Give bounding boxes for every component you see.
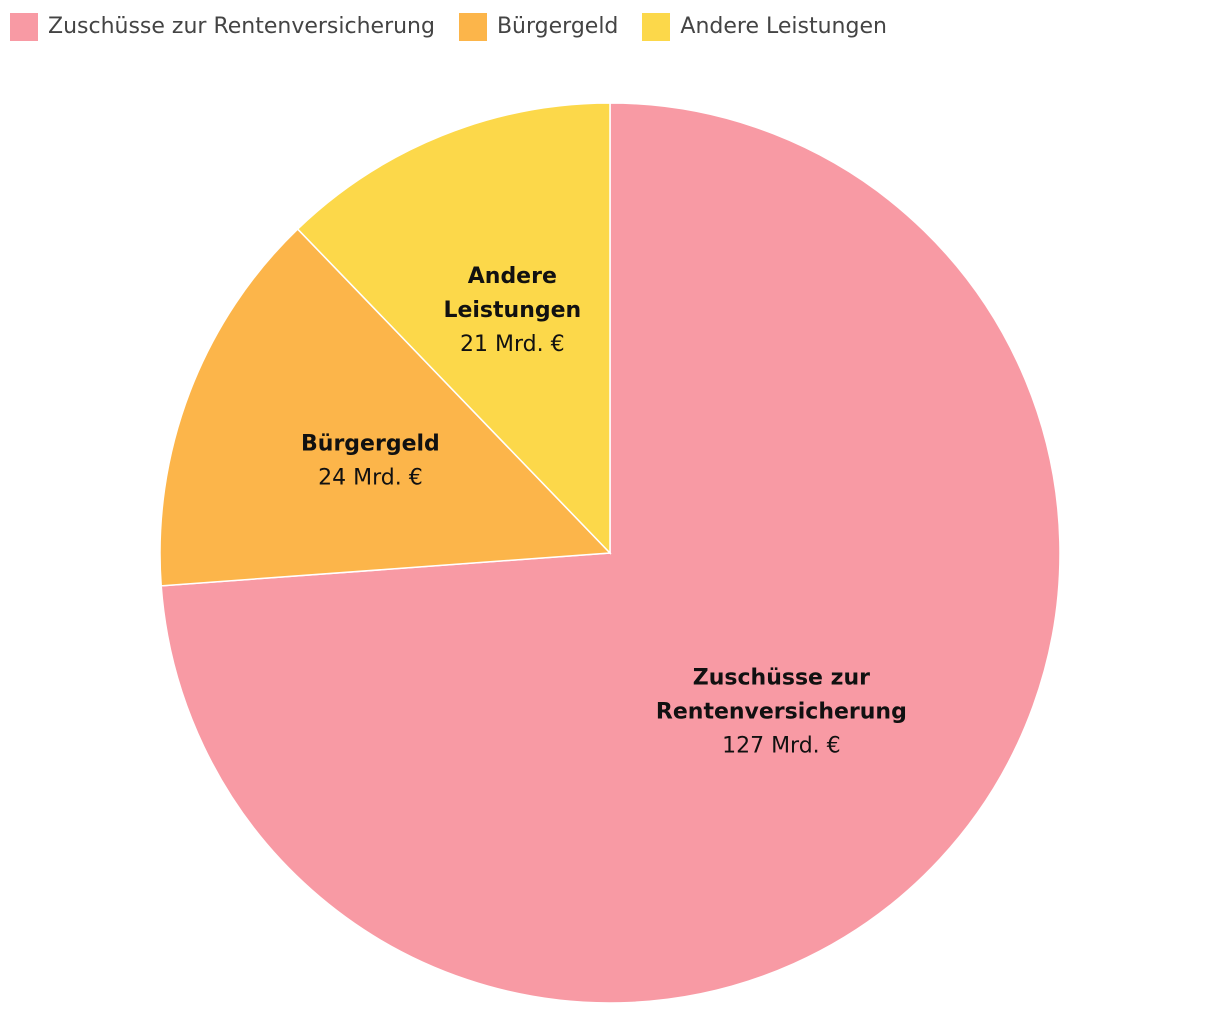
slice-label-andere-leistungen-line-0: Andere bbox=[468, 264, 557, 289]
legend-label-andere-leistungen: Andere Leistungen bbox=[680, 14, 887, 39]
legend-swatch-andere-leistungen bbox=[642, 13, 671, 41]
slice-value-buergergeld: 24 Mrd. € bbox=[318, 465, 423, 490]
legend-swatch-rentenversicherung bbox=[10, 13, 38, 41]
slice-label-buergergeld-line-0: Bürgergeld bbox=[301, 431, 440, 456]
legend-item-andere-leistungen[interactable]: Andere Leistungen bbox=[642, 13, 887, 41]
pie-slice-andere-leistungen[interactable] bbox=[296, 102, 611, 555]
chart-legend: Zuschüsse zur Rentenversicherung Bürgerg… bbox=[10, 12, 911, 42]
legend-label-rentenversicherung: Zuschüsse zur Rentenversicherung bbox=[48, 14, 435, 39]
slice-value-andere-leistungen: 21 Mrd. € bbox=[460, 332, 565, 357]
slice-label-rentenversicherung-line-0: Zuschüsse zur bbox=[693, 665, 870, 690]
legend-item-rentenversicherung[interactable]: Zuschüsse zur Rentenversicherung bbox=[10, 13, 435, 41]
slice-value-rentenversicherung: 127 Mrd. € bbox=[722, 733, 841, 758]
slice-label-rentenversicherung-line-1: Rentenversicherung bbox=[656, 699, 907, 724]
pie-slice-buergergeld[interactable] bbox=[159, 227, 612, 587]
legend-swatch-buergergeld bbox=[458, 13, 487, 41]
slice-label-andere-leistungen-line-1: Leistungen bbox=[443, 298, 581, 323]
legend-item-buergergeld[interactable]: Bürgergeld bbox=[458, 13, 619, 41]
legend-label-buergergeld: Bürgergeld bbox=[496, 14, 619, 39]
